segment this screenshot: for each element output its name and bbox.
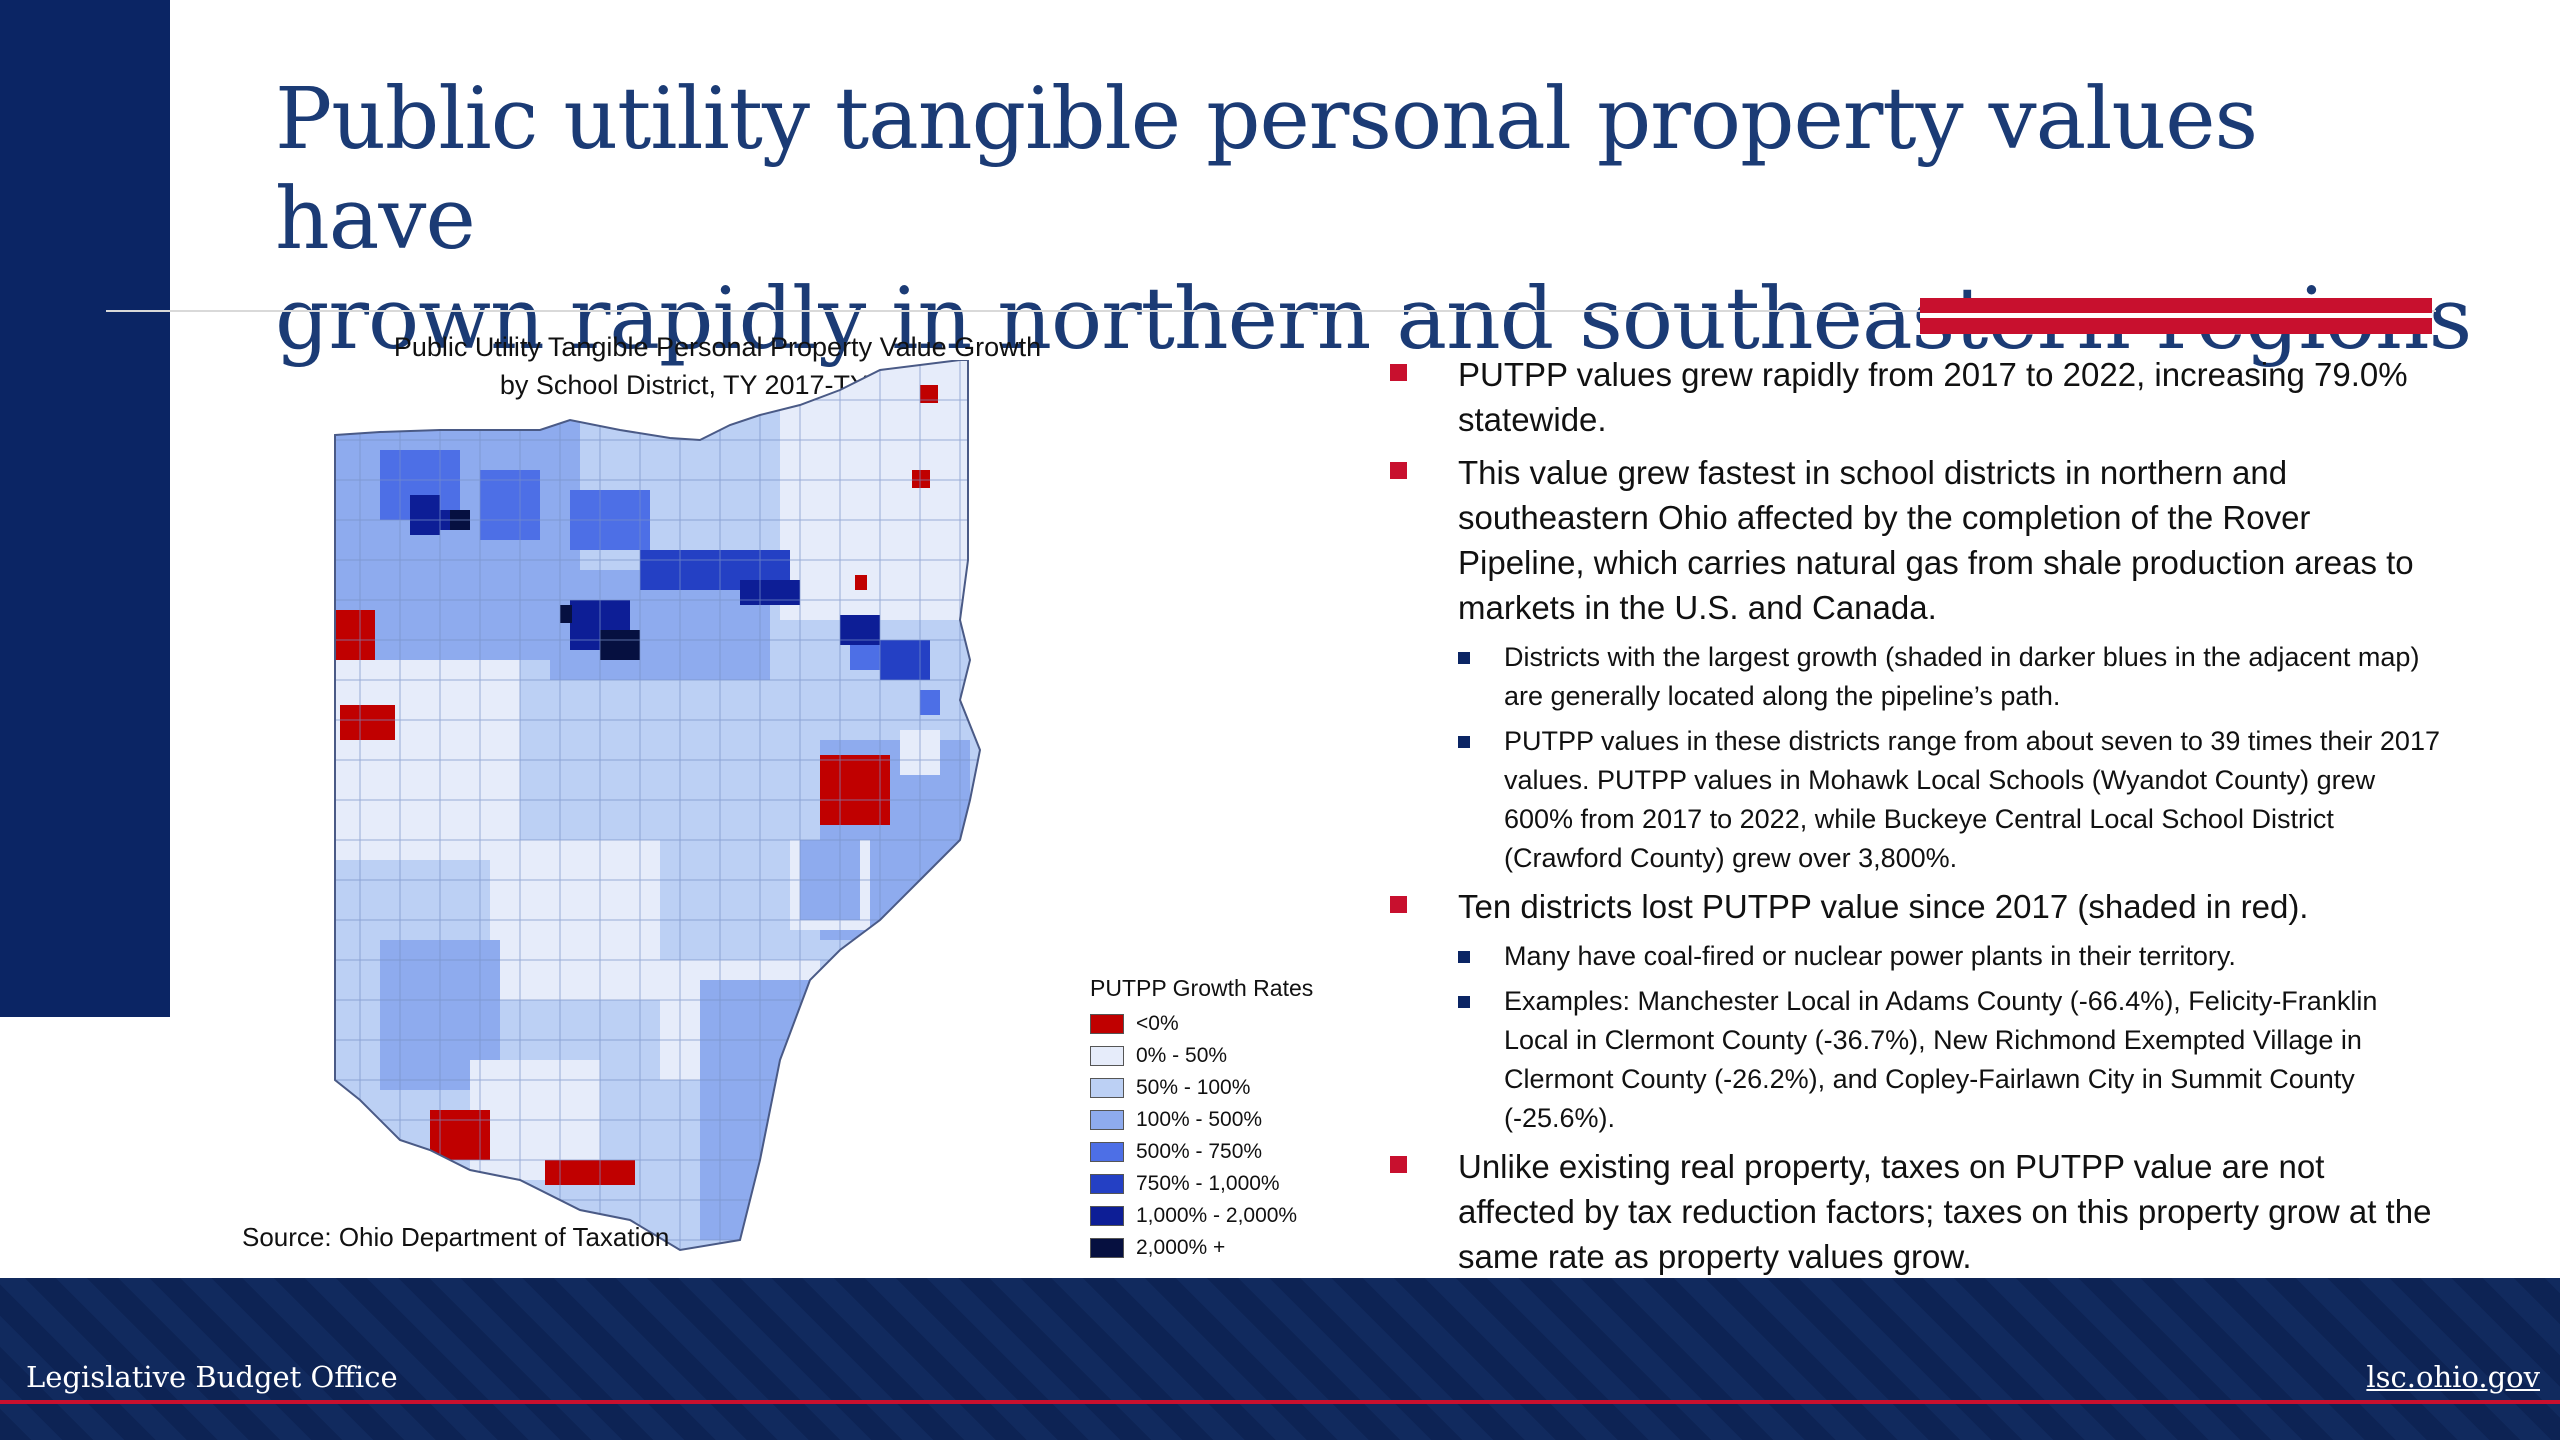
map-title-line1: Public Utility Tangible Personal Propert… bbox=[393, 332, 1042, 362]
legend-item: 750% - 1,000% bbox=[1090, 1168, 1313, 1200]
sub-bullet-item: Many have coal-fired or nuclear power pl… bbox=[1380, 937, 2440, 976]
legend-item: 100% - 500% bbox=[1090, 1104, 1313, 1136]
bullet-item: PUTPP values grew rapidly from 2017 to 2… bbox=[1380, 352, 2440, 442]
sub-bullet-text: Districts with the largest growth (shade… bbox=[1504, 642, 2420, 711]
legend-label: 2,000% + bbox=[1136, 1236, 1226, 1259]
bullet-item: Ten districts lost PUTPP value since 201… bbox=[1380, 884, 2440, 929]
red-square-bullet-icon bbox=[1390, 1156, 1407, 1173]
bullet-list: PUTPP values grew rapidly from 2017 to 2… bbox=[1380, 352, 2440, 1287]
ohio-district-map bbox=[334, 360, 982, 1252]
legend-label: 500% - 750% bbox=[1136, 1140, 1263, 1163]
footer-website-link[interactable]: lsc.ohio.gov bbox=[2366, 1360, 2540, 1394]
legend-item: 50% - 100% bbox=[1090, 1072, 1313, 1104]
legend-swatch bbox=[1090, 1014, 1124, 1034]
legend-item: 500% - 750% bbox=[1090, 1136, 1313, 1168]
title-accent-bars bbox=[1920, 298, 2432, 334]
legend-label: <0% bbox=[1136, 1012, 1179, 1035]
bullet-item: This value grew fastest in school distri… bbox=[1380, 450, 2440, 630]
slide-title-line1: Public utility tangible personal propert… bbox=[275, 70, 2258, 269]
district-shading bbox=[335, 360, 980, 1250]
legend-label: 1,000% - 2,000% bbox=[1136, 1204, 1298, 1227]
bullet-text: This value grew fastest in school distri… bbox=[1458, 454, 2414, 626]
bullet-text: Ten districts lost PUTPP value since 201… bbox=[1458, 888, 2309, 925]
legend-item: 2,000% + bbox=[1090, 1232, 1313, 1264]
red-square-bullet-icon bbox=[1390, 896, 1407, 913]
map-legend: PUTPP Growth Rates <0% 0% - 50% 50% - 10… bbox=[1090, 975, 1313, 1264]
legend-label: 100% - 500% bbox=[1136, 1108, 1263, 1131]
sub-bullet-item: Districts with the largest growth (shade… bbox=[1380, 638, 2440, 716]
sub-bullet-item: Examples: Manchester Local in Adams Coun… bbox=[1380, 982, 2440, 1138]
sub-bullet-text: PUTPP values in these districts range fr… bbox=[1504, 726, 2440, 873]
legend-swatch bbox=[1090, 1078, 1124, 1098]
legend-swatch bbox=[1090, 1238, 1124, 1258]
bullet-item: Unlike existing real property, taxes on … bbox=[1380, 1144, 2440, 1279]
navy-square-bullet-icon bbox=[1458, 736, 1470, 748]
legend-swatch bbox=[1090, 1142, 1124, 1162]
title-divider bbox=[106, 310, 2436, 312]
map-source: Source: Ohio Department of Taxation bbox=[242, 1222, 670, 1252]
sub-bullet-text: Many have coal-fired or nuclear power pl… bbox=[1504, 941, 2236, 971]
bullet-text: PUTPP values grew rapidly from 2017 to 2… bbox=[1458, 356, 2408, 438]
legend-item: <0% bbox=[1090, 1008, 1313, 1040]
footer-red-line bbox=[0, 1400, 2560, 1404]
legend-swatch bbox=[1090, 1110, 1124, 1130]
sub-bullet-text: Examples: Manchester Local in Adams Coun… bbox=[1504, 986, 2378, 1133]
legend-label: 750% - 1,000% bbox=[1136, 1172, 1280, 1195]
footer-band bbox=[0, 1278, 2560, 1440]
sub-bullet-item: PUTPP values in these districts range fr… bbox=[1380, 722, 2440, 878]
legend-label: 50% - 100% bbox=[1136, 1076, 1251, 1099]
legend-swatch bbox=[1090, 1046, 1124, 1066]
navy-square-bullet-icon bbox=[1458, 951, 1470, 963]
legend-swatch bbox=[1090, 1206, 1124, 1226]
navy-square-bullet-icon bbox=[1458, 996, 1470, 1008]
red-square-bullet-icon bbox=[1390, 364, 1407, 381]
bullet-text: Unlike existing real property, taxes on … bbox=[1458, 1148, 2432, 1275]
legend-swatch bbox=[1090, 1174, 1124, 1194]
red-square-bullet-icon bbox=[1390, 462, 1407, 479]
left-navy-band bbox=[0, 0, 170, 1017]
legend-title: PUTPP Growth Rates bbox=[1090, 975, 1314, 1001]
legend-label: 0% - 50% bbox=[1136, 1044, 1228, 1067]
legend-item: 0% - 50% bbox=[1090, 1040, 1313, 1072]
legend-item: 1,000% - 2,000% bbox=[1090, 1200, 1313, 1232]
ohio-outline bbox=[334, 360, 982, 1252]
footer-org-name: Legislative Budget Office bbox=[26, 1360, 398, 1394]
navy-square-bullet-icon bbox=[1458, 652, 1470, 664]
